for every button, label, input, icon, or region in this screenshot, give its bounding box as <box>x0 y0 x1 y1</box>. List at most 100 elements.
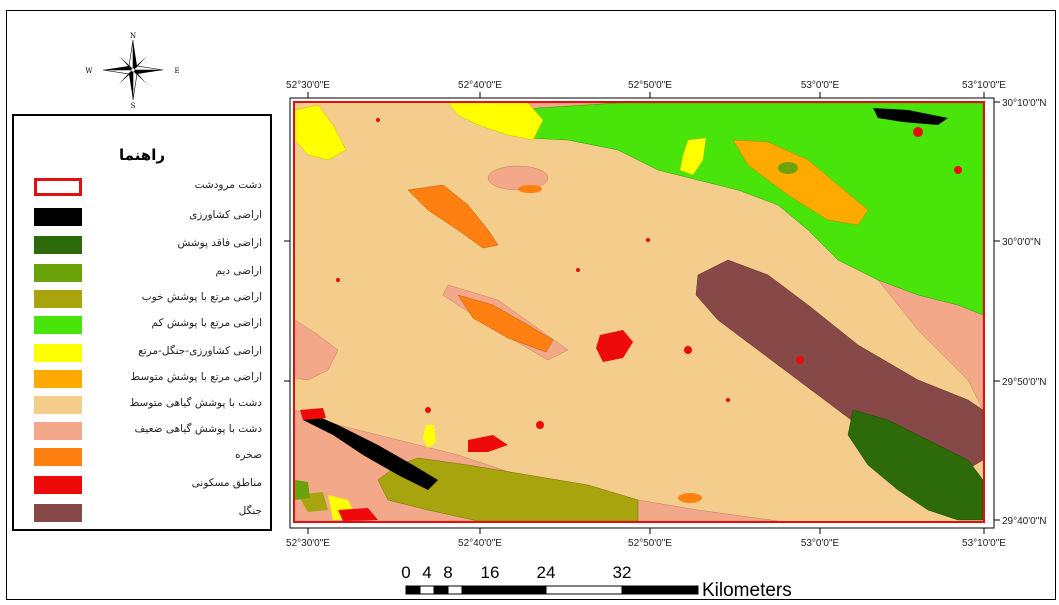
legend-swatch <box>34 290 82 308</box>
low-range-north <box>482 103 983 316</box>
bottom-longitude-label: 53°0'0"E <box>801 538 840 549</box>
agri-land-sw <box>303 410 438 490</box>
mixed-land-center <box>679 137 707 176</box>
top-longitude-label: 52°50'0"E <box>628 80 672 91</box>
compass-e-label: E <box>174 67 179 75</box>
urban-dot-2 <box>913 127 923 137</box>
weak-patch-center <box>487 165 549 191</box>
scale-bar-segments <box>405 585 699 595</box>
top-longitude-label: 52°30'0"E <box>286 80 330 91</box>
right-latitude-label: 29°40'0"N <box>1002 516 1047 527</box>
legend-item: اراضی مرتع با پوشش کم <box>34 316 264 336</box>
legend-item: دشت با پوشش گیاهی ضعیف <box>34 422 264 442</box>
urban-dot-4 <box>684 346 692 354</box>
legend-label: دشت با پوشش گیاهی ضعیف <box>134 423 262 435</box>
legend-label: صخره <box>235 449 262 461</box>
legend-item: اراضی دیم <box>34 264 264 284</box>
legend-swatch <box>34 476 82 494</box>
bottom-longitude-label: 53°10'0"E <box>962 538 1006 549</box>
scale-tick-label: 0 <box>401 563 410 582</box>
compass-n-label: N <box>130 32 136 40</box>
bare-land-se <box>847 409 983 521</box>
map-layout-frame <box>6 10 1056 600</box>
legend-swatch <box>34 236 82 254</box>
dryland-sw <box>295 480 310 500</box>
legend-label: جنگل <box>238 505 262 517</box>
legend-item: اراضی فاقد پوشش <box>34 236 264 256</box>
mixed-land-n <box>447 103 544 141</box>
legend-item: اراضی کشاورزی <box>34 208 264 228</box>
legend-swatch <box>34 504 82 522</box>
good-range-south <box>377 457 639 521</box>
bottom-longitude-label: 52°50'0"E <box>628 538 672 549</box>
top-longitude-label: 53°10'0"E <box>962 80 1006 91</box>
scale-tick-label: 32 <box>613 563 632 582</box>
legend-item: صخره <box>34 448 264 468</box>
rock-patch-3 <box>518 185 542 193</box>
agri-land-ne <box>873 108 948 125</box>
urban-west <box>300 408 326 420</box>
scale-tick-label: 8 <box>443 563 452 582</box>
legend-label: اراضی کشاورزی-جنگل-مرتع <box>138 345 262 357</box>
right-latitude-label: 30°0'0"N <box>1002 237 1041 248</box>
legend-swatch <box>34 316 82 334</box>
scale-unit-label: Kilometers <box>702 580 792 601</box>
map-neatline <box>289 97 995 529</box>
scale-bar: 0 4 8 16 24 32 Kilometers <box>401 563 792 601</box>
medium-range-ne <box>732 139 869 226</box>
legend-item: دشت مرودشت <box>34 178 264 198</box>
rock-patch-1 <box>407 184 499 249</box>
weak-plain-west <box>295 319 339 381</box>
legend-swatch <box>34 396 82 414</box>
urban-sw <box>468 435 508 452</box>
legend-title: راهنما <box>119 146 165 164</box>
urban-center <box>596 330 633 362</box>
legend-item: جنگل <box>34 504 264 524</box>
legend-item: مناطق مسکونی <box>34 476 264 496</box>
right-latitude-label: 30°10'0"N <box>1002 98 1047 109</box>
top-longitude-label: 53°0'0"E <box>801 80 840 91</box>
bottom-longitude-label: 52°40'0"E <box>458 538 502 549</box>
rock-patch-4 <box>678 493 702 503</box>
legend-label: اراضی فاقد پوشش <box>177 237 262 249</box>
legend-swatch <box>34 448 82 466</box>
legend-swatch <box>34 370 82 388</box>
scale-tick-label: 4 <box>422 563 431 582</box>
compass-s-label: S <box>131 102 136 110</box>
legend-item: اراضی مرتع با پوشش خوب <box>34 290 264 310</box>
legend-label: مناطق مسکونی <box>191 477 262 489</box>
urban-dot-8 <box>336 278 340 282</box>
urban-dot-5 <box>536 421 544 429</box>
urban-s1 <box>338 508 378 521</box>
right-latitude-labels: 30°10'0"N 30°0'0"N 29°50'0"N 29°40'0"N <box>1002 98 1047 527</box>
legend-swatch <box>34 344 82 362</box>
top-longitude-label: 52°40'0"E <box>458 80 502 91</box>
land-use-map: 52°30'0"E 52°40'0"E 52°50'0"E 53°0'0"E 53°10… <box>284 80 1047 549</box>
mixed-land-nw <box>295 104 347 161</box>
map-legend: راهنما دشت مرودشت اراضی کشاورزی اراضی فاقد… <box>12 114 272 531</box>
legend-label: دشت مرودشت <box>194 179 262 191</box>
legend-label: اراضی مرتع با پوشش کم <box>151 317 263 329</box>
urban-dot-9 <box>576 268 580 272</box>
urban-dot-6 <box>425 407 431 413</box>
compass-w-label: W <box>85 67 93 75</box>
urban-dot-11 <box>726 398 730 402</box>
rock-patch-2 <box>457 294 554 353</box>
legend-label: دشت با پوشش گیاهی متوسط <box>129 397 262 409</box>
legend-item: اراضی کشاورزی-جنگل-مرتع <box>34 344 264 364</box>
scale-tick-label: 24 <box>537 563 556 582</box>
top-longitude-labels: 52°30'0"E 52°40'0"E 52°50'0"E 53°0'0"E 53°10… <box>286 80 1006 91</box>
legend-swatch <box>34 208 82 226</box>
legend-item: اراضی مرتع با پوشش متوسط <box>34 370 264 390</box>
legend-swatch <box>34 264 82 282</box>
right-latitude-label: 29°50'0"N <box>1002 377 1047 388</box>
scale-tick-label: 16 <box>481 563 500 582</box>
legend-item: دشت با پوشش گیاهی متوسط <box>34 396 264 416</box>
urban-dot-10 <box>646 238 650 242</box>
bottom-longitude-labels: 52°30'0"E 52°40'0"E 52°50'0"E 53°0'0"E 53°10… <box>286 538 1006 549</box>
urban-dot-1 <box>796 356 804 364</box>
urban-dot-7 <box>376 118 380 122</box>
legend-label: اراضی کشاورزی <box>189 209 262 221</box>
scale-bar-ticks: 0 4 8 16 24 32 <box>401 563 631 582</box>
legend-swatch <box>34 422 82 440</box>
